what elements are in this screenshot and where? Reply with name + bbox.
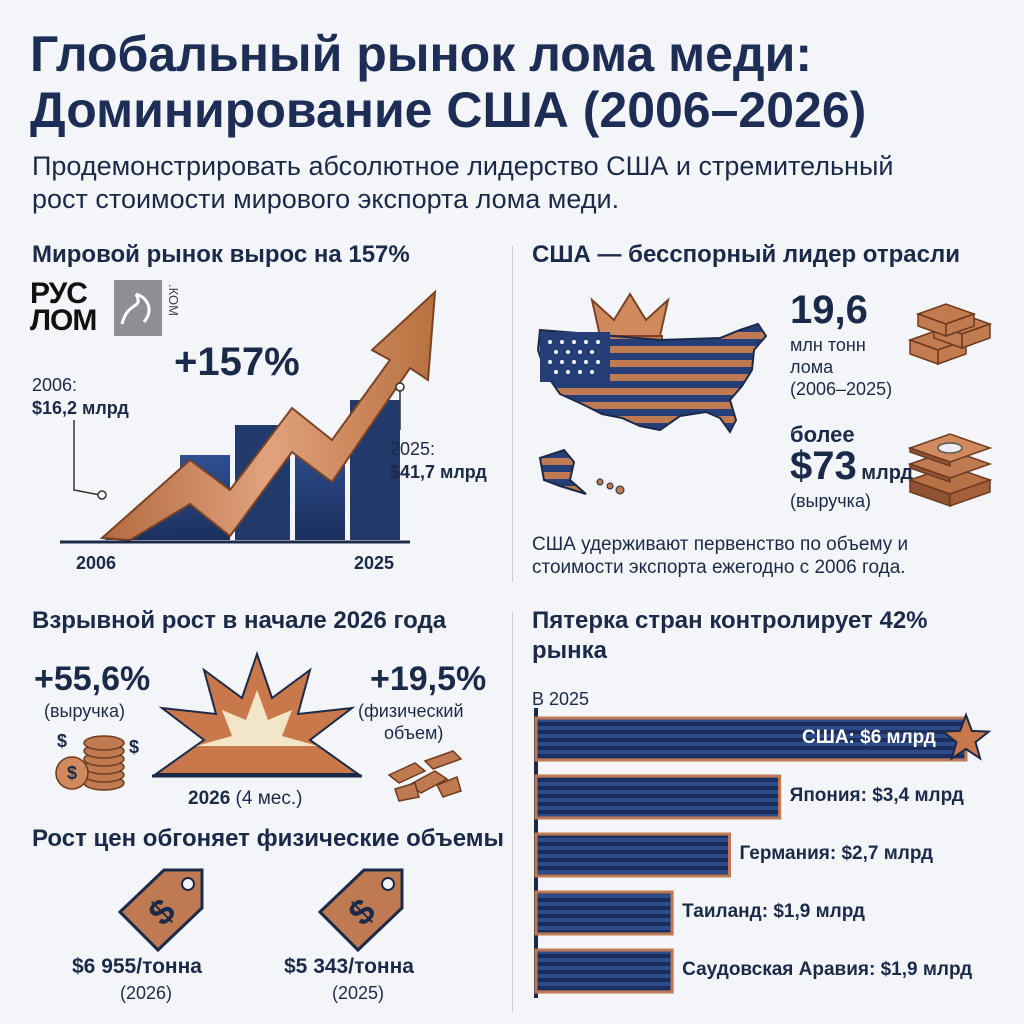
usa-volume-unit-2: лома bbox=[790, 357, 834, 377]
usa-revenue-value: $73 bbox=[790, 444, 857, 488]
volume-growth-note-1: (физический bbox=[358, 701, 464, 721]
usa-note-line-2: стоимости экспорта ежегодно с 2006 года. bbox=[532, 557, 906, 578]
x-axis-start: 2006 bbox=[76, 553, 117, 573]
growth-chart bbox=[60, 290, 437, 544]
subtitle-line-1: Продемонстрировать абсолютное лидерство … bbox=[32, 151, 894, 181]
chart-bar bbox=[534, 890, 674, 936]
revenue-growth: +55,6% bbox=[34, 660, 151, 698]
boom-period-year: 2026 bbox=[188, 788, 231, 809]
growth-percent: +157% bbox=[174, 340, 300, 384]
usa-note-line-1: США удерживают первенство по объему и bbox=[532, 534, 909, 555]
usa-revenue-note: (выручка) bbox=[790, 491, 871, 511]
chart-bar-label: США: $6 млрд bbox=[802, 727, 936, 748]
usa-map-icon bbox=[536, 292, 768, 495]
copper-scrap-icon bbox=[387, 750, 463, 802]
usa-canton bbox=[540, 332, 610, 382]
copper-ingots-icon bbox=[907, 303, 993, 366]
title-line-1: Глобальный рынок лома меди: bbox=[30, 26, 813, 82]
growth-arrow bbox=[99, 290, 437, 542]
end-callout-dot bbox=[395, 382, 405, 392]
end-value: $41,7 млрд bbox=[390, 462, 487, 482]
hawaii-shape bbox=[596, 478, 625, 495]
chart-bar bbox=[534, 774, 782, 820]
end-label: 2025: bbox=[390, 439, 436, 459]
x-axis-end: 2025 bbox=[354, 553, 395, 573]
usa-volume-value: 19,6 bbox=[790, 288, 868, 332]
subtitle-line-2: рост стоимости мирового экспорта лома ме… bbox=[32, 184, 620, 214]
start-callout-dot bbox=[97, 490, 107, 500]
money-stack-icon bbox=[907, 433, 993, 508]
chart-bar bbox=[534, 948, 674, 994]
price-2026-year: (2026) bbox=[120, 983, 173, 1003]
svg-text:$: $ bbox=[129, 737, 139, 757]
leader-star-icon bbox=[940, 712, 992, 761]
chart-title-line-1: Пятерка стран контролирует 42% bbox=[532, 607, 928, 634]
chart-bar-label: Саудовская Аравия: $1,9 млрд bbox=[682, 959, 973, 980]
boom-period: 2026 (4 мес.) bbox=[188, 788, 302, 810]
chart-subtitle: В 2025 bbox=[532, 689, 590, 709]
price-tag-icon: $ bbox=[317, 868, 404, 952]
title-line-2: Доминирование США (2006–2026) bbox=[30, 82, 867, 138]
usa-volume-period: (2006–2025) bbox=[790, 379, 893, 399]
logo-line-2: ЛОМ bbox=[30, 304, 97, 337]
explosion-icon bbox=[152, 650, 362, 778]
price-heading: Рост цен обгоняет физические объемы bbox=[32, 825, 505, 852]
logo-line-1: РУС bbox=[30, 277, 88, 310]
logo-suffix: .КОМ bbox=[166, 284, 181, 316]
start-label: 2006: bbox=[32, 375, 78, 395]
svg-text:$: $ bbox=[67, 763, 77, 783]
chart-bar bbox=[534, 832, 731, 878]
chart-title: Пятерка стран контролирует 42% рынка bbox=[532, 606, 1002, 666]
growth-heading: Мировой рынок вырос на 157% bbox=[32, 241, 410, 268]
top5-chart bbox=[534, 708, 992, 998]
start-callout-line bbox=[73, 420, 101, 496]
chart-bar-label: Германия: $2,7 млрд bbox=[739, 843, 934, 864]
boom-period-rest: (4 мес.) bbox=[230, 788, 303, 809]
usa-revenue-unit: млрд bbox=[861, 462, 914, 484]
price-2026: $6 955/тонна bbox=[72, 955, 202, 978]
chart-bar-label: Таиланд: $1,9 млрд bbox=[682, 901, 865, 922]
usa-revenue-prefix: более bbox=[790, 422, 855, 447]
revenue-growth-note: (выручка) bbox=[44, 701, 125, 721]
chart-bar-label: Япония: $3,4 млрд bbox=[789, 785, 964, 806]
divider-vertical-bottom bbox=[512, 612, 513, 1012]
page-subtitle: Продемонстрировать абсолютное лидерство … bbox=[32, 150, 992, 216]
logo: РУС ЛОМ .КОМ bbox=[30, 277, 190, 337]
usa-stars bbox=[548, 340, 600, 374]
divider-vertical-top bbox=[512, 246, 513, 582]
price-tag-icon: $ bbox=[117, 868, 204, 952]
svg-text:$: $ bbox=[57, 731, 67, 751]
boom-heading: Взрывной рост в начале 2026 года bbox=[32, 607, 447, 634]
alaska-shape bbox=[538, 448, 587, 495]
price-2025: $5 343/тонна bbox=[284, 955, 414, 978]
usa-revenue: $73 млрд bbox=[790, 444, 913, 488]
logo-mark-icon bbox=[114, 280, 162, 336]
start-value: $16,2 млрд bbox=[32, 398, 129, 418]
page-title: Глобальный рынок лома меди: Доминировани… bbox=[30, 26, 1000, 138]
price-2025-year: (2025) bbox=[332, 983, 385, 1003]
chart-title-line-2: рынка bbox=[532, 637, 608, 664]
volume-growth-note-2: объем) bbox=[384, 723, 444, 743]
usa-heading: США — бесспорный лидер отрасли bbox=[532, 241, 960, 268]
usa-volume-unit-1: млн тонн bbox=[790, 335, 866, 355]
volume-growth: +19,5% bbox=[370, 660, 487, 698]
coins-icon: $ $ $ bbox=[55, 731, 139, 791]
